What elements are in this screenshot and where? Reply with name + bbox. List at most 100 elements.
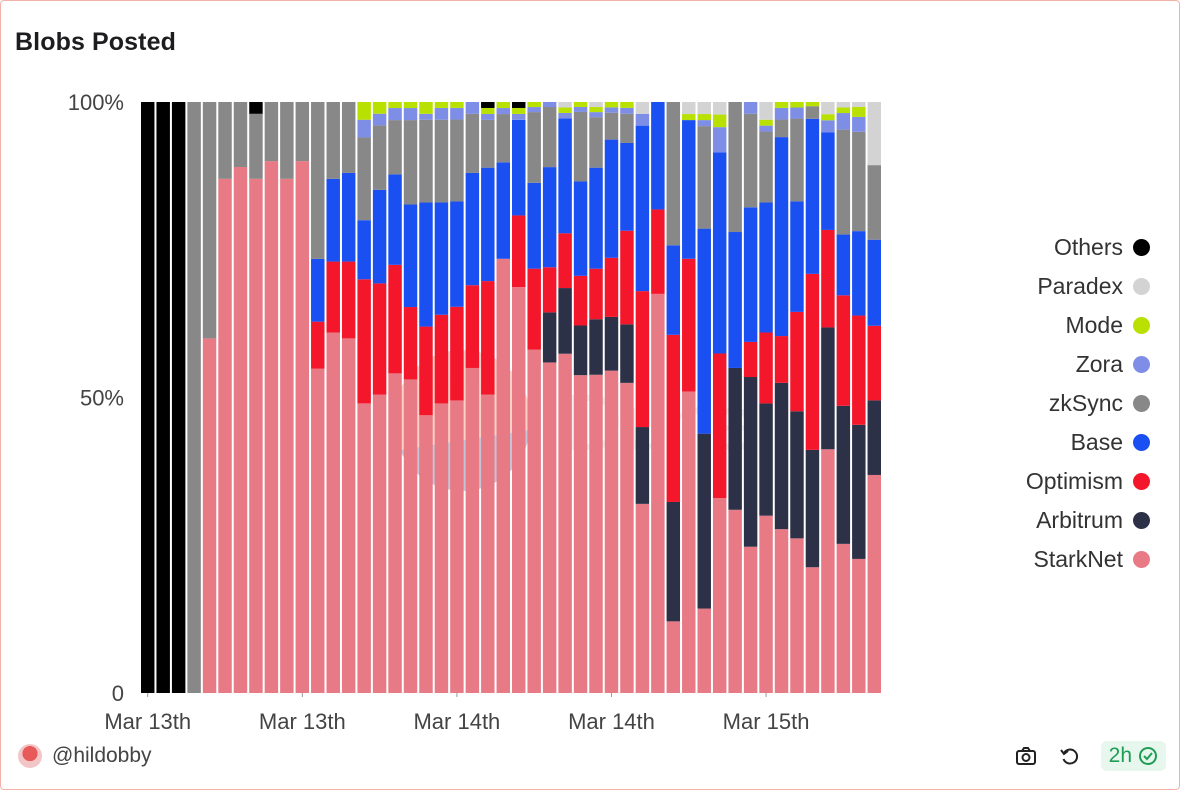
bar-segment-starknet[interactable] bbox=[558, 353, 572, 693]
bar-segment-starknet[interactable] bbox=[836, 543, 851, 693]
bar-segment-zora[interactable] bbox=[697, 120, 711, 127]
legend-item-zora[interactable]: Zora bbox=[960, 345, 1150, 384]
bar-segment-optimism[interactable] bbox=[419, 326, 433, 416]
bar-segment-base[interactable] bbox=[836, 234, 851, 296]
bar-segment-zksync[interactable] bbox=[527, 112, 541, 183]
bar-segment-starknet[interactable] bbox=[357, 403, 371, 693]
bar-segment-starknet[interactable] bbox=[852, 558, 866, 693]
bar-segment-zksync[interactable] bbox=[295, 102, 310, 162]
bar-segment-zora[interactable] bbox=[620, 107, 634, 114]
bar-segment-starknet[interactable] bbox=[743, 546, 758, 693]
bar-segment-zksync[interactable] bbox=[666, 102, 681, 246]
bar-segment-base[interactable] bbox=[790, 201, 804, 312]
bar-segment-optimism[interactable] bbox=[450, 306, 464, 401]
bar-segment-zora[interactable] bbox=[852, 116, 866, 132]
legend-item-mode[interactable]: Mode bbox=[960, 306, 1150, 345]
bar-segment-paradex[interactable] bbox=[697, 102, 711, 115]
bar-segment-base[interactable] bbox=[635, 125, 650, 292]
bar-segment-base[interactable] bbox=[712, 152, 727, 354]
bar-segment-zksync[interactable] bbox=[388, 120, 402, 175]
bar-segment-others[interactable] bbox=[512, 102, 526, 108]
bar-segment-base[interactable] bbox=[774, 137, 789, 337]
bar-segment-starknet[interactable] bbox=[465, 367, 480, 693]
bar-segment-mode[interactable] bbox=[388, 102, 402, 109]
bar-segment-starknet[interactable] bbox=[326, 332, 340, 693]
bar-segment-zora[interactable] bbox=[512, 113, 526, 120]
bar-segment-zksync[interactable] bbox=[249, 113, 263, 179]
bar-segment-optimism[interactable] bbox=[589, 268, 603, 320]
bar-segment-zksync[interactable] bbox=[434, 119, 449, 203]
bar-segment-zksync[interactable] bbox=[589, 117, 603, 168]
bar-segment-zksync[interactable] bbox=[465, 113, 480, 173]
bar-segment-zksync[interactable] bbox=[481, 119, 495, 168]
bar-segment-base[interactable] bbox=[357, 220, 371, 280]
bar-segment-mode[interactable] bbox=[512, 107, 526, 114]
bar-segment-optimism[interactable] bbox=[682, 258, 696, 392]
bar-segment-starknet[interactable] bbox=[774, 529, 789, 693]
bar-segment-optimism[interactable] bbox=[542, 267, 557, 313]
bar-segment-starknet[interactable] bbox=[527, 349, 541, 693]
bar-segment-base[interactable] bbox=[311, 258, 325, 322]
legend-item-optimism[interactable]: Optimism bbox=[960, 462, 1150, 501]
bar-segment-mode[interactable] bbox=[357, 102, 371, 120]
bar-segment-zksync[interactable] bbox=[372, 125, 387, 190]
bar-segment-starknet[interactable] bbox=[372, 394, 387, 693]
bar-segment-paradex[interactable] bbox=[867, 102, 881, 166]
bar-segment-optimism[interactable] bbox=[743, 341, 758, 378]
bar-segment-base[interactable] bbox=[326, 178, 340, 262]
bar-segment-optimism[interactable] bbox=[465, 285, 480, 368]
legend-item-starknet[interactable]: StarkNet bbox=[960, 540, 1150, 579]
bar-segment-arbitrum[interactable] bbox=[666, 501, 681, 622]
bar-segment-base[interactable] bbox=[867, 239, 881, 326]
bar-segment-zksync[interactable] bbox=[187, 102, 201, 693]
bar-segment-optimism[interactable] bbox=[666, 334, 681, 502]
bar-segment-optimism[interactable] bbox=[388, 264, 402, 374]
bar-segment-zora[interactable] bbox=[558, 112, 572, 119]
bar-segment-optimism[interactable] bbox=[372, 283, 387, 395]
bar-segment-arbitrum[interactable] bbox=[620, 324, 634, 383]
bar-segment-paradex[interactable] bbox=[852, 102, 866, 107]
bar-segment-others[interactable] bbox=[141, 102, 155, 693]
bar-segment-paradex[interactable] bbox=[682, 102, 696, 115]
bar-segment-arbitrum[interactable] bbox=[558, 288, 572, 354]
bar-segment-starknet[interactable] bbox=[790, 538, 804, 693]
bar-segment-optimism[interactable] bbox=[790, 311, 804, 412]
bar-segment-zksync[interactable] bbox=[264, 102, 279, 162]
bar-segment-base[interactable] bbox=[496, 162, 510, 259]
bar-segment-zksync[interactable] bbox=[805, 106, 820, 119]
bar-segment-paradex[interactable] bbox=[836, 102, 851, 108]
bar-segment-base[interactable] bbox=[512, 119, 526, 216]
bar-segment-arbitrum[interactable] bbox=[728, 367, 742, 510]
bar-segment-base[interactable] bbox=[573, 181, 588, 276]
bar-segment-mode[interactable] bbox=[450, 102, 464, 108]
bar-segment-others[interactable] bbox=[481, 102, 495, 108]
bar-segment-zksync[interactable] bbox=[573, 111, 588, 182]
bar-segment-base[interactable] bbox=[697, 228, 711, 434]
bar-segment-base[interactable] bbox=[558, 118, 572, 234]
bar-segment-mode[interactable] bbox=[527, 102, 541, 108]
bar-segment-base[interactable] bbox=[852, 231, 866, 316]
bar-segment-optimism[interactable] bbox=[341, 261, 356, 339]
bar-segment-zksync[interactable] bbox=[357, 137, 371, 221]
bar-segment-arbitrum[interactable] bbox=[774, 382, 789, 530]
bar-segment-optimism[interactable] bbox=[712, 353, 727, 499]
bar-segment-mode[interactable] bbox=[682, 114, 696, 121]
bar-segment-base[interactable] bbox=[372, 189, 387, 284]
bar-segment-base[interactable] bbox=[728, 232, 742, 368]
bar-segment-zora[interactable] bbox=[589, 112, 603, 118]
bar-segment-zksync[interactable] bbox=[326, 102, 340, 179]
bar-segment-base[interactable] bbox=[604, 139, 619, 258]
bar-segment-zksync[interactable] bbox=[728, 102, 742, 233]
bar-segment-zksync[interactable] bbox=[774, 119, 789, 138]
bar-segment-zora[interactable] bbox=[821, 120, 835, 133]
bar-segment-zora[interactable] bbox=[573, 106, 588, 112]
bar-segment-zksync[interactable] bbox=[790, 118, 804, 202]
bar-segment-mode[interactable] bbox=[712, 114, 727, 128]
bar-segment-zksync[interactable] bbox=[620, 113, 634, 143]
bar-segment-optimism[interactable] bbox=[512, 215, 526, 288]
bar-segment-optimism[interactable] bbox=[774, 336, 789, 383]
bar-segment-optimism[interactable] bbox=[558, 233, 572, 289]
bar-segment-zora[interactable] bbox=[496, 108, 510, 115]
bar-segment-optimism[interactable] bbox=[651, 209, 665, 294]
bar-segment-arbitrum[interactable] bbox=[542, 312, 557, 363]
